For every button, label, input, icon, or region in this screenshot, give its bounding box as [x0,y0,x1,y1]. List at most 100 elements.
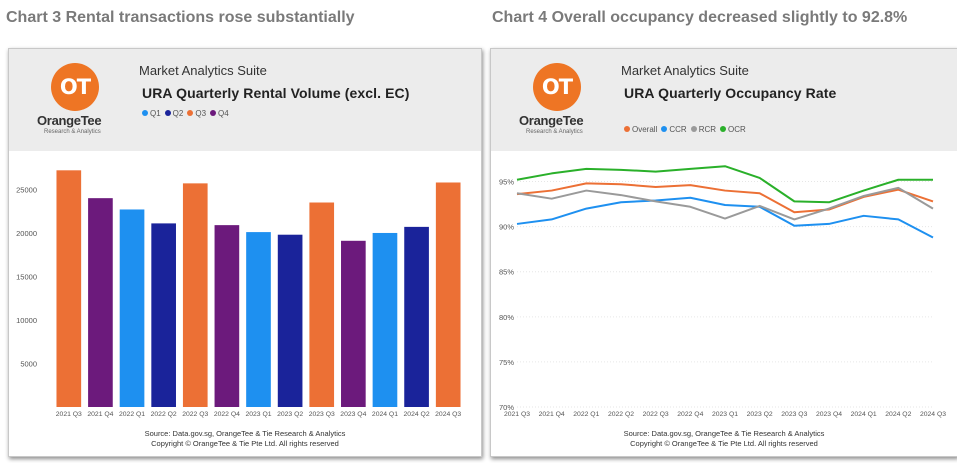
legend-marker [210,110,217,116]
logo-tagline: Research & Analytics [44,129,101,135]
x-tick-label: 2022 Q2 [608,411,634,418]
x-tick-label: 2022 Q3 [643,411,669,418]
x-tick-label: 2022 Q1 [573,411,599,418]
legend-marker [164,110,171,116]
legend-item-ccr: CCR [661,125,687,134]
legend: Q1 Q2 Q3 Q4 [142,109,233,118]
x-tick-label: 2022 Q1 [119,411,145,418]
y-tick-label: 10000 [16,316,37,325]
line-chart: 70% 75% 80% 85% 90% 95% 2021 Q3 2021 Q4 2022 Q1 2… [499,165,946,418]
legend-marker [661,126,668,132]
y-tick-label: 20000 [16,229,37,238]
legend-marker [142,110,148,116]
bar [309,202,335,407]
x-tick-label: 2023 Q2 [747,411,773,418]
suite-label: Market Analytics Suite [621,63,749,78]
legend-label: CCR [669,125,687,134]
occupancy-panel: OT OrangeTee Research & Analytics Market… [490,48,957,457]
legend: Overall CCR RCR OCR [624,125,750,134]
y-tick-label: 70% [499,403,514,412]
logo-name: OrangeTee [37,113,102,128]
x-tick-label: 2024 Q2 [404,411,430,418]
copyright-line: Copyright © OrangeTee & Tie Pte Ltd. All… [151,439,339,448]
orangetee-logo: OT OrangeTee Research & Analytics [491,49,601,151]
legend-marker [690,126,697,132]
legend-item-rcr: RCR [690,125,717,134]
chart-title: URA Quarterly Rental Volume (excl. EC) [142,85,410,101]
y-tick-label: 75% [499,358,514,367]
bar [435,182,461,407]
x-tick-label: 2023 Q1 [245,411,271,418]
legend-label: Q4 [218,109,229,118]
source-note: Source: Data.gov.sg, OrangeTee & Tie Res… [491,429,957,449]
legend-label: Q1 [150,109,161,118]
series-line-ocr [516,165,933,204]
x-tick-label: 2024 Q1 [851,411,877,418]
legend-label: Q2 [172,109,184,118]
logo-name: OrangeTee [519,113,584,128]
y-tick-label: 15000 [16,272,37,281]
x-tick-label: 2022 Q3 [182,411,208,418]
rental-volume-panel: OT OrangeTee Research & Analytics Market… [8,48,482,457]
source-line: Source: Data.gov.sg, OrangeTee & Tie Res… [144,429,346,438]
legend-item-ocr: OCR [720,125,746,134]
bar [119,209,145,407]
chart3-heading: Chart 3 Rental transactions rose substan… [6,9,355,26]
x-tick-label: 2024 Q2 [885,411,911,418]
x-tick-label: 2024 Q3 [435,411,461,418]
orangetee-logo: OT OrangeTee Research & Analytics [9,49,119,151]
x-tick-label: 2022 Q4 [214,411,240,418]
bar [372,232,398,407]
legend-marker [187,110,194,116]
series-line-ccr [516,196,934,239]
legend-marker [624,126,630,132]
y-tick-label: 90% [499,223,514,232]
x-tick-label: 2022 Q2 [151,411,177,418]
bar-chart: 5000 10000 15000 20000 25000 2021 Q3 2021 Q4 20… [16,170,461,418]
x-tick-label: 2023 Q2 [277,411,303,418]
x-tick-label: 2023 Q4 [816,411,842,418]
x-tick-label: 2023 Q3 [781,411,807,418]
logo-mark: OT [533,63,581,111]
chart-title: URA Quarterly Occupancy Rate [624,85,837,101]
legend-label: Overall [632,125,658,134]
y-tick-label: 5000 [20,359,37,368]
panel-header: OT OrangeTee Research & Analytics Market… [491,49,957,151]
source-note: Source: Data.gov.sg, OrangeTee & Tie Res… [9,429,481,449]
legend-item-overall: Overall [624,125,657,134]
legend-item-q3: Q3 [187,109,206,118]
bar [341,240,366,407]
x-tick-label: 2022 Q4 [677,411,703,418]
x-tick-label: 2021 Q3 [56,411,82,418]
bar [277,234,303,407]
y-tick-label: 25000 [16,185,37,194]
bar [182,183,208,407]
bar [56,170,82,407]
legend-marker [720,126,727,132]
legend-label: Q3 [195,109,207,118]
y-tick-label: 95% [499,178,514,187]
legend-item-q4: Q4 [210,109,229,118]
x-tick-label: 2023 Q1 [712,411,738,418]
legend-label: OCR [728,125,746,134]
bar [151,223,176,407]
x-tick-label: 2021 Q4 [87,411,113,418]
suite-label: Market Analytics Suite [139,63,267,78]
legend-item-q1: Q1 [142,109,161,118]
bar [214,225,240,407]
chart4-heading: Chart 4 Overall occupancy decreased slig… [492,9,908,26]
x-tick-label: 2024 Q3 [920,411,946,418]
bar [88,198,113,407]
legend-item-q2: Q2 [164,109,184,118]
y-tick-label: 80% [499,313,514,322]
panel-header: OT OrangeTee Research & Analytics Market… [9,49,481,151]
x-tick-label: 2021 Q4 [539,411,565,418]
source-line: Source: Data.gov.sg, OrangeTee & Tie Res… [623,429,825,438]
y-tick-label: 85% [499,268,514,277]
x-tick-label: 2024 Q1 [372,411,398,418]
series-line-rcr [516,186,934,221]
legend-label: RCR [698,125,717,134]
logo-tagline: Research & Analytics [526,129,583,135]
logo-mark: OT [51,63,99,111]
bar [246,232,271,407]
